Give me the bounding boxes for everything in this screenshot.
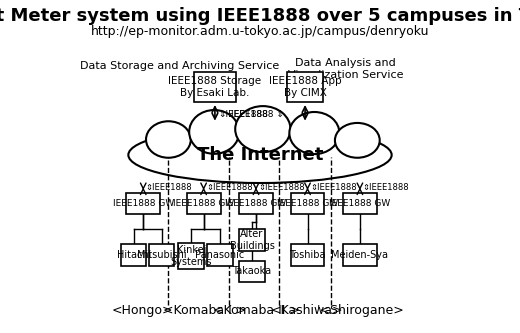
FancyBboxPatch shape <box>343 244 377 265</box>
Text: Hitachi: Hitachi <box>116 250 151 260</box>
Text: Mitsubishi: Mitsubishi <box>137 250 187 260</box>
Text: IEEE1888 Storage
By Esaki Lab.: IEEE1888 Storage By Esaki Lab. <box>168 77 262 98</box>
Ellipse shape <box>146 121 191 158</box>
FancyBboxPatch shape <box>178 243 204 269</box>
Text: ⇕IEEE1888: ⇕IEEE1888 <box>206 183 253 192</box>
FancyBboxPatch shape <box>343 193 377 214</box>
Text: Kinkei
Systems: Kinkei Systems <box>171 245 212 267</box>
FancyBboxPatch shape <box>187 193 220 214</box>
Text: Takaoka: Takaoka <box>232 266 271 276</box>
Text: <Komaba II >: <Komaba II > <box>213 304 300 317</box>
Text: IEEE1888 GW: IEEE1888 GW <box>277 199 338 208</box>
Text: ⇕IEEE1888: ⇕IEEE1888 <box>362 183 409 192</box>
Text: IEEE1888 GW: IEEE1888 GW <box>329 199 391 208</box>
Text: Data Analysis and
Visualization Service: Data Analysis and Visualization Service <box>288 58 404 80</box>
Text: IEEE1888 App
By CIMX: IEEE1888 App By CIMX <box>269 77 342 98</box>
FancyBboxPatch shape <box>149 244 174 265</box>
Text: IEEE1888 ⇕: IEEE1888 ⇕ <box>231 110 284 119</box>
Text: Data Storage and Archiving Service: Data Storage and Archiving Service <box>80 61 279 71</box>
Text: ⇕IEEE1888: ⇕IEEE1888 <box>258 183 305 192</box>
Ellipse shape <box>289 112 340 154</box>
Text: ⇕IEEE1888: ⇕IEEE1888 <box>146 183 192 192</box>
Text: <Hongo>: <Hongo> <box>112 304 173 317</box>
Text: http://ep-monitor.adm.u-tokyo.ac.jp/campus/denryoku: http://ep-monitor.adm.u-tokyo.ac.jp/camp… <box>91 25 429 38</box>
FancyBboxPatch shape <box>291 193 324 214</box>
Text: Meiden-Sya: Meiden-Sya <box>331 250 388 260</box>
Text: The Internet: The Internet <box>197 146 323 164</box>
Text: IEEE1888 GW: IEEE1888 GW <box>225 199 287 208</box>
Text: '<Shirogane>: '<Shirogane> <box>316 304 404 317</box>
Text: ⇕IEEE1888: ⇕IEEE1888 <box>218 110 268 119</box>
FancyBboxPatch shape <box>121 244 146 265</box>
Text: ⇕IEEE1888: ⇕IEEE1888 <box>310 183 356 192</box>
Text: Smart Meter system using IEEE1888 over 5 campuses in Tokyo: Smart Meter system using IEEE1888 over 5… <box>0 7 520 25</box>
Text: <Komaba I >: <Komaba I > <box>163 304 246 317</box>
Ellipse shape <box>335 123 380 158</box>
Text: IEEE1888 GW: IEEE1888 GW <box>113 199 174 208</box>
Text: Alter
Buildings: Alter Buildings <box>229 229 275 251</box>
FancyBboxPatch shape <box>239 193 273 214</box>
Text: Panasonic: Panasonic <box>196 250 244 260</box>
FancyBboxPatch shape <box>126 193 160 214</box>
Text: IEEE1888 GW: IEEE1888 GW <box>173 199 234 208</box>
Ellipse shape <box>128 127 392 183</box>
FancyBboxPatch shape <box>239 229 265 251</box>
Ellipse shape <box>235 106 291 152</box>
Ellipse shape <box>189 110 239 154</box>
FancyBboxPatch shape <box>291 244 324 265</box>
FancyBboxPatch shape <box>207 244 233 265</box>
Text: <Kashiwa>: <Kashiwa> <box>271 304 344 317</box>
FancyBboxPatch shape <box>287 72 323 102</box>
FancyBboxPatch shape <box>239 261 265 282</box>
Text: Toshiba: Toshiba <box>289 250 326 260</box>
FancyBboxPatch shape <box>194 72 236 102</box>
